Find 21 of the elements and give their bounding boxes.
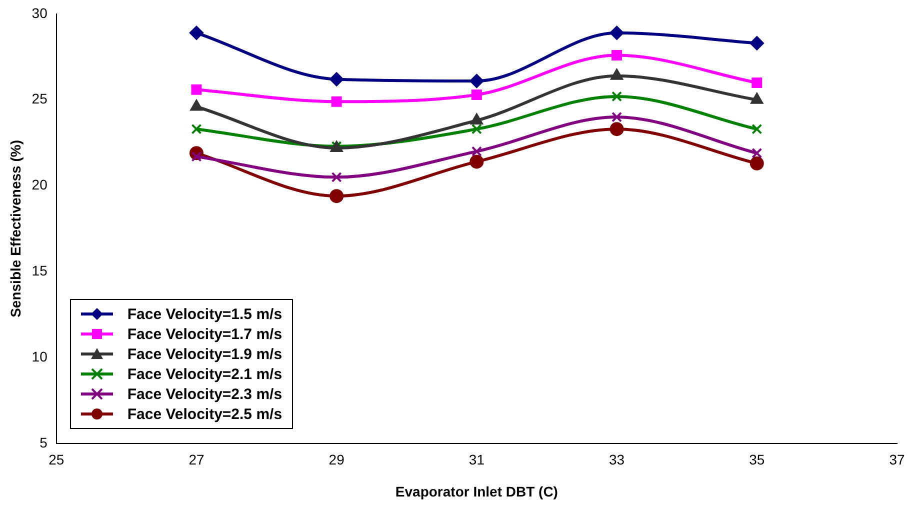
legend-label: Face Velocity=1.5 m/s — [127, 306, 282, 323]
y-axis-title: Sensible Effectiveness (%) — [7, 140, 24, 318]
y-tick-label: 15 — [32, 262, 48, 278]
legend-label: Face Velocity=2.5 m/s — [127, 406, 282, 423]
x-tick-label: 37 — [889, 452, 905, 468]
x-axis-title: Evaporator Inlet DBT (C) — [395, 483, 558, 500]
legend-label: Face Velocity=1.7 m/s — [127, 326, 282, 343]
y-tick-label: 5 — [40, 434, 48, 450]
legend-label: Face Velocity=2.1 m/s — [127, 366, 282, 383]
x-tick-label: 35 — [749, 452, 765, 468]
x-tick-label: 33 — [609, 452, 625, 468]
y-tick-label: 20 — [32, 176, 48, 193]
x-tick-label: 27 — [188, 452, 204, 468]
y-tick-label: 30 — [32, 4, 48, 21]
y-tick-label: 10 — [32, 348, 48, 364]
y-tick-label: 25 — [32, 90, 48, 107]
x-tick-label: 31 — [468, 452, 485, 468]
x-tick-label: 29 — [328, 452, 345, 468]
legend-label: Face Velocity=2.3 m/s — [127, 386, 282, 403]
legend-label: Face Velocity=1.9 m/s — [127, 346, 282, 363]
x-tick-label: 25 — [48, 452, 64, 468]
